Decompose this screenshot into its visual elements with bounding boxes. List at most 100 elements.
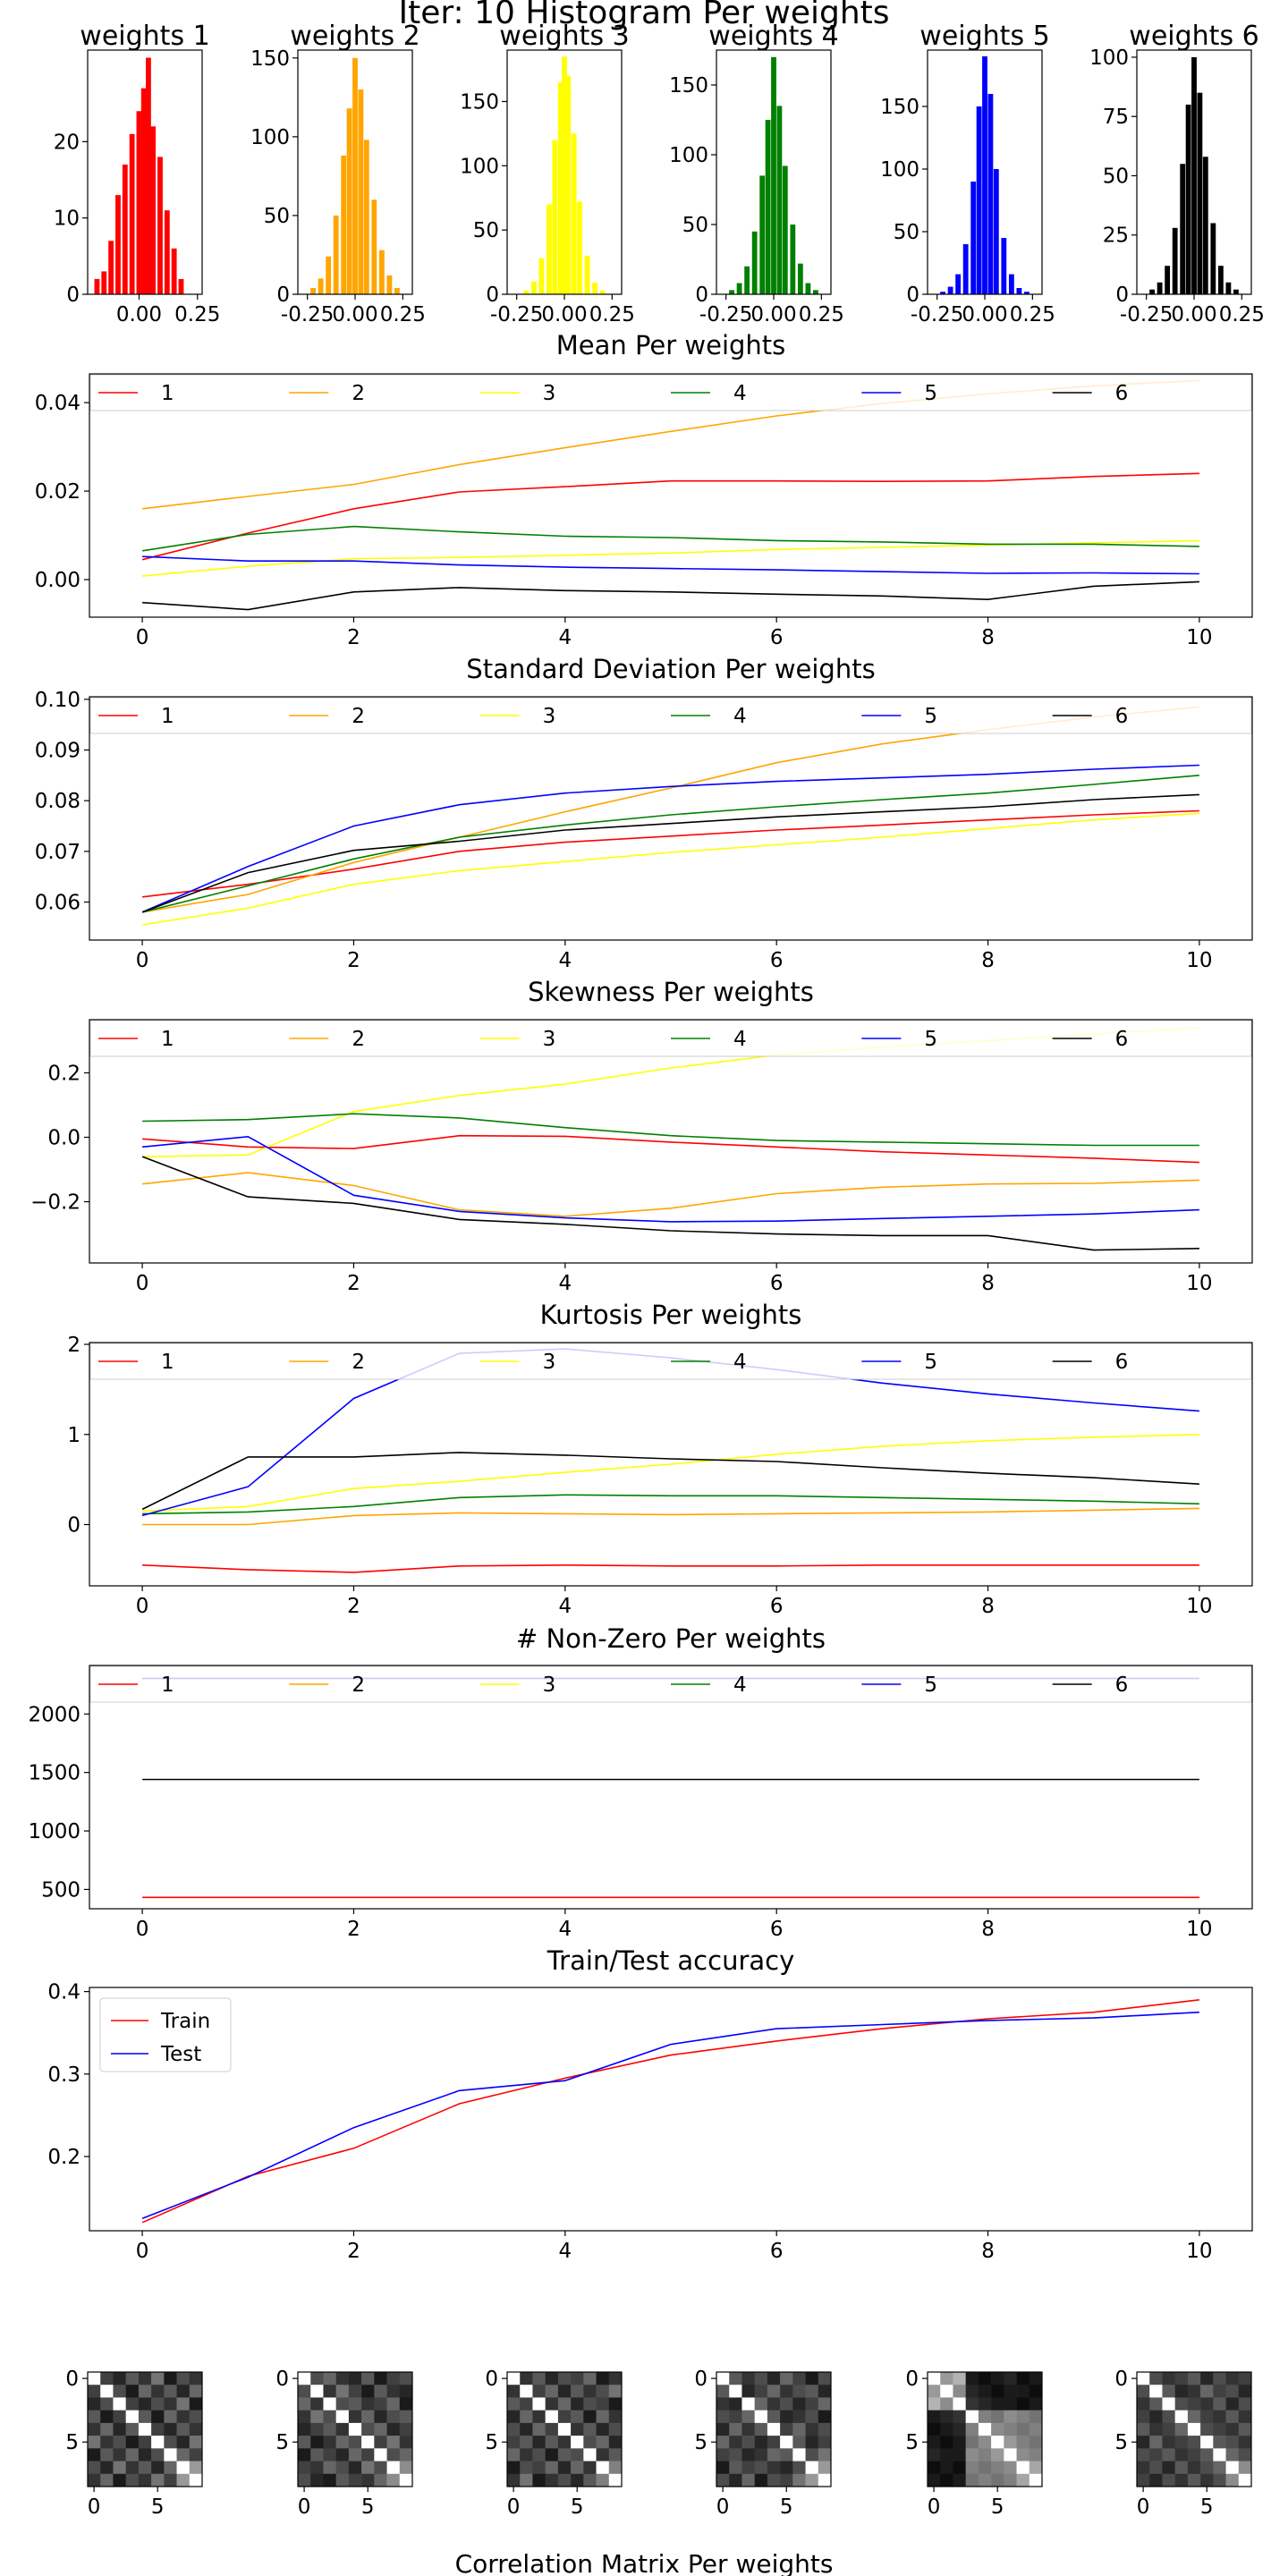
matrix-cell — [716, 2436, 730, 2449]
x-tick-label: 10 — [1186, 1595, 1212, 1618]
histogram-bar — [122, 164, 128, 294]
matrix-cell — [940, 2385, 953, 2398]
line-chart-panel-6: Train Test Train/Test accuracy 0.2 0.3 0.4 0 2 4… — [47, 1945, 1253, 2263]
y-tick-label: 0 — [906, 284, 919, 307]
matrix-cell — [741, 2473, 755, 2487]
histogram-bar — [157, 157, 163, 294]
matrix-cell — [545, 2448, 559, 2462]
matrix-cell — [545, 2397, 559, 2411]
matrix-cell — [557, 2436, 572, 2449]
series-line-6 — [141, 793, 1199, 913]
matrix-cell — [138, 2385, 152, 2398]
matrix-cell — [729, 2397, 742, 2411]
matrix-cell — [507, 2385, 521, 2398]
histogram-bar — [1197, 92, 1203, 294]
matrix-cell — [940, 2397, 953, 2411]
matrix-cell — [792, 2473, 806, 2487]
matrix-cell — [335, 2461, 350, 2475]
histogram-bar — [164, 210, 170, 294]
matrix-cell — [1200, 2397, 1214, 2411]
matrix-cell — [164, 2461, 177, 2475]
matrix-cell — [965, 2436, 979, 2449]
matrix-cell — [88, 2385, 101, 2398]
histogram-bar — [970, 182, 977, 294]
matrix-cell — [335, 2372, 350, 2385]
chart-title: Train/Test accuracy — [547, 1945, 795, 1976]
histogram-bar — [146, 57, 151, 294]
matrix-cell — [1187, 2473, 1201, 2487]
matrix-cell — [928, 2385, 941, 2398]
matrix-cell — [374, 2448, 387, 2462]
matrix-cell — [608, 2461, 623, 2475]
matrix-cell — [953, 2372, 966, 2385]
matrix-cell — [399, 2473, 413, 2487]
histogram-bar — [771, 56, 776, 295]
histogram-bar — [136, 111, 142, 294]
histogram-bar — [523, 290, 530, 294]
matrix-cell — [741, 2448, 755, 2462]
legend-label: 4 — [733, 705, 747, 728]
line-chart-panel-1: 1 2 3 4 5 6 Mean Per weights 0.00 0.02 0.04 0 2 4 6 8 1… — [35, 330, 1253, 649]
matrix-cell — [1137, 2422, 1150, 2436]
matrix-cell — [348, 2473, 362, 2487]
matrix-cell — [1016, 2461, 1030, 2475]
matrix-cell — [805, 2372, 819, 2385]
histogram-bar — [765, 120, 771, 294]
matrix-cell — [818, 2473, 832, 2487]
matrix-cell — [1187, 2385, 1201, 2398]
histogram-bar — [805, 283, 811, 294]
matrix-cell — [348, 2385, 362, 2398]
matrix-frame — [716, 2371, 832, 2487]
matrix-cell — [298, 2397, 311, 2411]
matrix-cell — [1004, 2410, 1017, 2424]
matrix-cell — [741, 2410, 755, 2424]
matrix-cell — [532, 2473, 546, 2487]
series-line-train — [141, 1999, 1199, 2224]
matrix-cell — [965, 2448, 979, 2462]
matrix-cell — [176, 2473, 191, 2487]
histogram-bar — [352, 57, 358, 294]
correlation-matrix-2: 0 0 5 5 — [275, 2368, 413, 2519]
histogram-title: weights 4 — [708, 21, 838, 52]
matrix-cell — [978, 2422, 992, 2436]
matrix-cell — [716, 2422, 730, 2436]
matrix-cell — [953, 2473, 966, 2487]
matrix-cell — [532, 2410, 546, 2424]
matrix-cell — [1137, 2473, 1150, 2487]
series-line-6 — [141, 1452, 1199, 1511]
matrix-cell — [1029, 2422, 1043, 2436]
matrix-cell — [335, 2436, 350, 2449]
matrix-cell — [335, 2422, 350, 2436]
matrix-cell — [176, 2436, 191, 2449]
histogram-bar — [797, 263, 803, 294]
matrix-frame — [87, 2371, 203, 2487]
matrix-cell — [335, 2473, 350, 2487]
matrix-cell — [399, 2385, 413, 2398]
y-tick-label: 0.02 — [35, 480, 80, 504]
histogram-bar — [955, 274, 962, 294]
matrix-cell — [1238, 2410, 1252, 2424]
x-tick-label: 2 — [347, 1595, 360, 1618]
matrix-cell — [1174, 2461, 1189, 2475]
matrix-cell — [374, 2422, 387, 2436]
matrix-cell — [1213, 2422, 1226, 2436]
matrix-cell — [164, 2385, 177, 2398]
chart-title: Kurtosis Per weights — [540, 1300, 802, 1330]
histogram-bar — [759, 175, 766, 294]
matrix-cell — [138, 2448, 152, 2462]
series-line-1 — [142, 1134, 1199, 1164]
matrix-cell — [818, 2436, 832, 2449]
histogram-bar — [962, 244, 969, 294]
matrix-cell — [125, 2436, 140, 2449]
matrix-cell — [991, 2448, 1004, 2462]
matrix-cell — [545, 2372, 559, 2385]
matrix-cell — [348, 2410, 362, 2424]
matrix-cell — [596, 2372, 610, 2385]
matrix-cell — [151, 2436, 165, 2449]
matrix-cell — [991, 2461, 1004, 2475]
matrix-cell — [176, 2397, 191, 2411]
matrix-cell — [716, 2385, 730, 2398]
series-line-4 — [141, 525, 1199, 552]
matrix-cell — [520, 2385, 533, 2398]
